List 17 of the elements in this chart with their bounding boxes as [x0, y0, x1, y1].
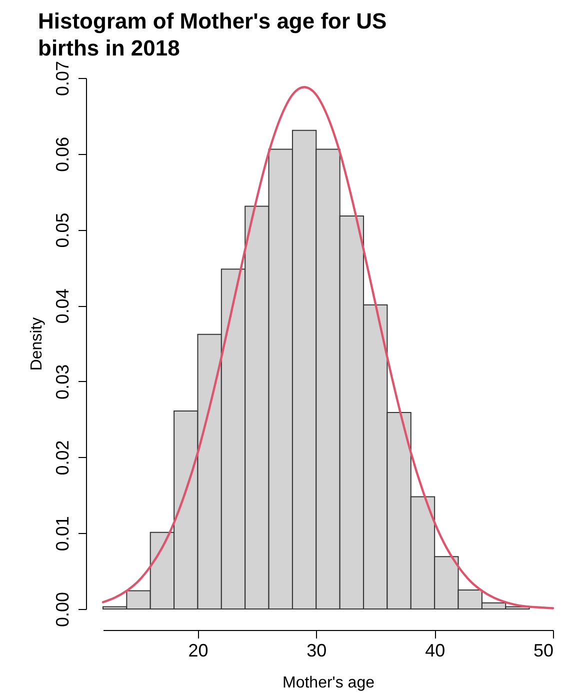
- x-tick-label: 50: [533, 640, 554, 660]
- y-tick-label: 0.06: [52, 136, 72, 172]
- x-tick-label: 40: [425, 640, 446, 660]
- x-tick-label: 30: [306, 640, 327, 660]
- y-tick-label: 0.00: [52, 592, 72, 628]
- y-tick-label: 0.07: [52, 60, 72, 96]
- y-tick-label: 0.02: [52, 440, 72, 476]
- y-axis-title: Density: [28, 317, 46, 371]
- y-tick-label: 0.04: [52, 288, 72, 324]
- y-tick-label: 0.03: [52, 364, 72, 400]
- y-tick-label: 0.05: [52, 212, 72, 248]
- y-tick-label: 0.01: [52, 516, 72, 552]
- line-series: [102, 86, 554, 610]
- text: Histogram of Mother's age for US: [38, 8, 387, 34]
- x-tick-label: 20: [188, 640, 208, 660]
- x-axis-title: Mother's age: [282, 674, 375, 692]
- text: births in 2018: [38, 35, 180, 60]
